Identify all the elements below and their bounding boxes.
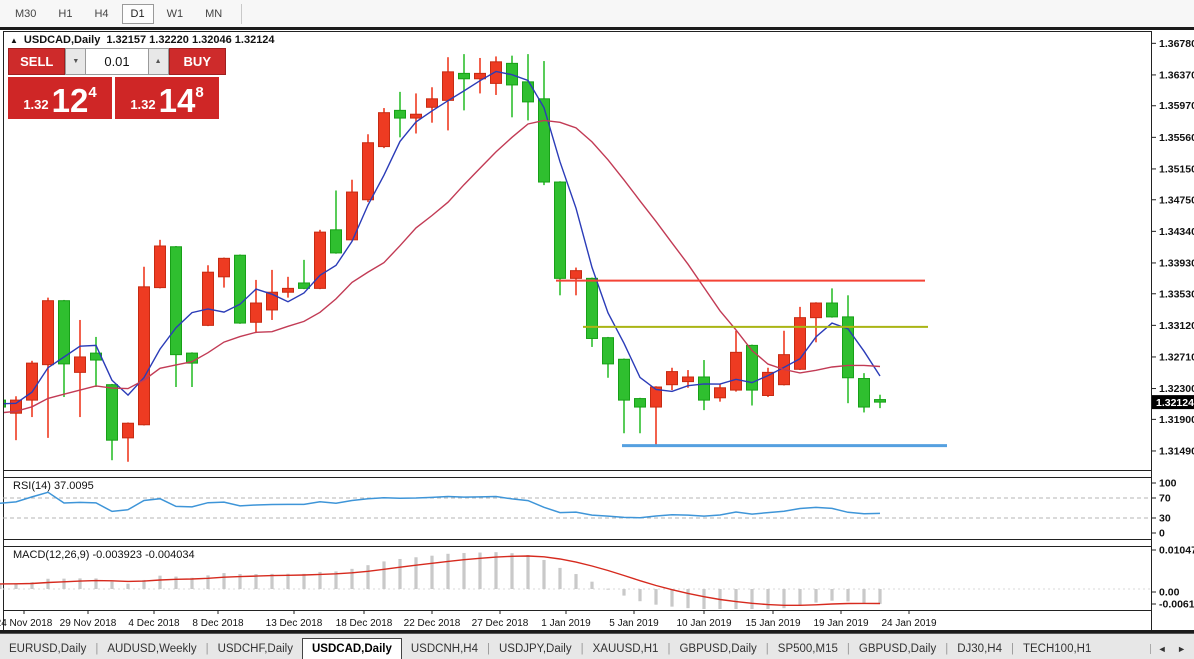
- symbol-period-label: USDCAD,Daily: [23, 34, 101, 46]
- chart-tab-gbpusd-daily[interactable]: GBPUSD,Daily: [858, 643, 937, 655]
- svg-text:24 Nov 2018: 24 Nov 2018: [0, 618, 53, 629]
- svg-text:0: 0: [1159, 528, 1165, 540]
- chart-tab-usdcad-daily[interactable]: USDCAD,Daily: [301, 638, 402, 659]
- timeframe-button-h1[interactable]: H1: [58, 7, 73, 20]
- chart-tab-usdjpy-daily[interactable]: USDJPY,Daily: [498, 643, 572, 655]
- svg-text:24 Jan 2019: 24 Jan 2019: [881, 618, 936, 629]
- tab-scroll-arrows[interactable]: ◄ ►: [1149, 644, 1190, 654]
- volume-increase-button[interactable]: ▲: [147, 48, 169, 75]
- timeframe-button-m30[interactable]: M30: [15, 7, 37, 20]
- tab-separator: |: [667, 643, 671, 655]
- svg-text:1.33930: 1.33930: [1159, 257, 1194, 269]
- chart-tab-xauusd-h1[interactable]: XAUUSD,H1: [592, 643, 659, 655]
- volume-decrease-button[interactable]: ▼: [65, 48, 87, 75]
- one-click-trading-panel: SELL ▼ 0.01 ▲ BUY 1.32 12 4 1.32 14 8: [8, 48, 227, 119]
- svg-text:19 Jan 2019: 19 Jan 2019: [813, 618, 868, 629]
- svg-text:-0.00616: -0.00616: [1159, 599, 1194, 611]
- sell-price-pip: 4: [88, 84, 97, 101]
- svg-text:1.33530: 1.33530: [1159, 288, 1194, 300]
- tab-separator: |: [1010, 643, 1014, 655]
- svg-text:5 Jan 2019: 5 Jan 2019: [609, 618, 659, 629]
- toolbar-divider: [0, 27, 1194, 30]
- sell-price-base: 1.32: [23, 97, 49, 112]
- timeframe-toolbar: M30 H1 H4 D1 W1 MN: [0, 0, 1194, 27]
- svg-text:1.35560: 1.35560: [1159, 132, 1194, 144]
- toolbar-separator: [241, 3, 243, 24]
- svg-text:13 Dec 2018: 13 Dec 2018: [266, 618, 323, 629]
- timeframe-button-h4[interactable]: H4: [94, 7, 109, 20]
- chart-tab-sp500-m15[interactable]: SP500,M15: [777, 643, 838, 655]
- buy-price-pip: 8: [195, 84, 204, 101]
- rsi-indicator-label: RSI(14) 37.0095: [13, 480, 94, 492]
- svg-text:1 Jan 2019: 1 Jan 2019: [541, 618, 591, 629]
- svg-text:8 Dec 2018: 8 Dec 2018: [192, 618, 244, 629]
- svg-text:30: 30: [1159, 513, 1171, 525]
- svg-text:1.35970: 1.35970: [1159, 100, 1194, 112]
- buy-price-button[interactable]: 1.32 14 8: [115, 77, 219, 119]
- svg-text:22 Dec 2018: 22 Dec 2018: [404, 618, 461, 629]
- svg-text:1.34750: 1.34750: [1159, 194, 1194, 206]
- chart-tab-usdchf-daily[interactable]: USDCHF,Daily: [217, 643, 293, 655]
- chart-title: ▲ USDCAD,Daily 1.32157 1.32220 1.32046 1…: [10, 34, 275, 46]
- svg-text:1.36780: 1.36780: [1159, 38, 1194, 50]
- ohlc-values: 1.32157 1.32220 1.32046 1.32124: [106, 34, 275, 46]
- tab-separator: |: [486, 643, 490, 655]
- svg-text:29 Nov 2018: 29 Nov 2018: [60, 618, 117, 629]
- chart-tab-audusd-weekly[interactable]: AUDUSD,Weekly: [107, 643, 197, 655]
- svg-text:1.35150: 1.35150: [1159, 163, 1194, 175]
- volume-input[interactable]: 0.01: [86, 48, 148, 75]
- chart-tab-eurusd-daily[interactable]: EURUSD,Daily: [9, 643, 87, 655]
- svg-text:70: 70: [1159, 493, 1171, 505]
- svg-text:100: 100: [1159, 478, 1177, 490]
- chart-tab-gbpusd-daily[interactable]: GBPUSD,Daily: [679, 643, 757, 655]
- svg-text:1.34340: 1.34340: [1159, 226, 1194, 238]
- buy-price-big: 14: [158, 82, 196, 119]
- chart-tab-usdcnh-h4[interactable]: USDCNH,H4: [410, 643, 478, 655]
- tab-separator: |: [945, 643, 949, 655]
- svg-text:27 Dec 2018: 27 Dec 2018: [472, 618, 529, 629]
- svg-text:0.010471: 0.010471: [1159, 545, 1194, 557]
- tab-separator: |: [580, 643, 584, 655]
- svg-text:1.36370: 1.36370: [1159, 69, 1194, 81]
- buy-price-base: 1.32: [130, 97, 156, 112]
- symbol-tab-bar: EURUSD,Daily | AUDUSD,Weekly | USDCHF,Daily U…: [0, 633, 1194, 659]
- chart-tab-dj30-h4[interactable]: DJ30,H4: [957, 643, 1002, 655]
- timeframe-button-w1[interactable]: W1: [166, 7, 184, 20]
- tab-separator: |: [205, 643, 209, 655]
- svg-text:10 Jan 2019: 10 Jan 2019: [676, 618, 731, 629]
- collapse-one-click-icon[interactable]: ▲: [10, 35, 18, 45]
- tab-separator: |: [765, 643, 769, 655]
- timeframe-button-d1[interactable]: D1: [121, 3, 154, 24]
- svg-text:1.32300: 1.32300: [1159, 383, 1194, 395]
- macd-indicator-label: MACD(12,26,9) -0.003923 -0.004034: [13, 549, 195, 561]
- sell-button[interactable]: SELL: [8, 48, 66, 75]
- svg-text:1.31490: 1.31490: [1159, 445, 1194, 457]
- svg-text:1.31900: 1.31900: [1159, 414, 1194, 426]
- tab-separator: |: [846, 643, 850, 655]
- sell-price-button[interactable]: 1.32 12 4: [8, 77, 112, 119]
- svg-text:4 Dec 2018: 4 Dec 2018: [128, 618, 180, 629]
- svg-text:1.32710: 1.32710: [1159, 351, 1194, 363]
- svg-text:15 Jan 2019: 15 Jan 2019: [745, 618, 800, 629]
- tab-separator: |: [95, 643, 99, 655]
- sell-price-big: 12: [51, 82, 89, 119]
- svg-text:1.33120: 1.33120: [1159, 320, 1194, 332]
- svg-text:1.32124: 1.32124: [1156, 397, 1194, 409]
- svg-text:18 Dec 2018: 18 Dec 2018: [336, 618, 393, 629]
- timeframe-button-mn[interactable]: MN: [205, 7, 223, 20]
- chart-tab-tech100-h1[interactable]: TECH100,H1: [1022, 643, 1092, 655]
- svg-text:0.00: 0.00: [1159, 587, 1180, 599]
- buy-button[interactable]: BUY: [168, 48, 227, 75]
